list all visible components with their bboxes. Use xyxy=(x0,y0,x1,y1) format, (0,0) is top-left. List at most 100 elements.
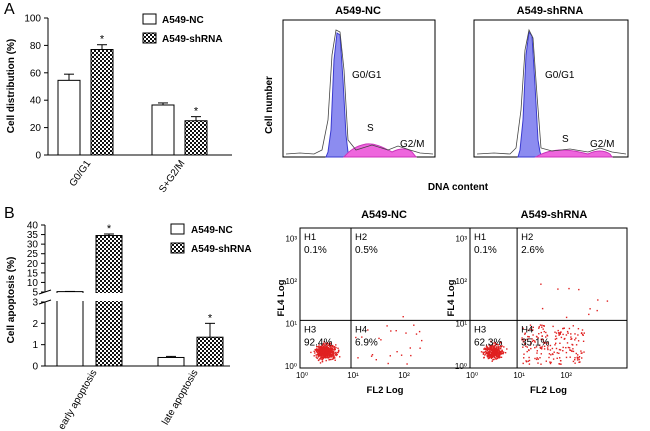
event-dot xyxy=(492,348,495,351)
event-dot xyxy=(498,350,501,353)
event-dot xyxy=(549,361,551,363)
event-dot xyxy=(576,356,578,358)
event-dot xyxy=(567,346,570,349)
event-dot xyxy=(324,352,326,354)
significance-marker: * xyxy=(194,106,199,118)
event-dot xyxy=(319,357,322,359)
event-dot xyxy=(488,344,490,346)
quadrant-name-h2: H2 xyxy=(521,232,533,243)
event-dot xyxy=(324,356,326,359)
event-dot xyxy=(559,332,561,334)
event-dot xyxy=(489,347,491,349)
event-dot xyxy=(499,355,501,357)
event-dot xyxy=(581,357,583,359)
event-dot xyxy=(386,325,388,327)
quadrant-name-h3: H3 xyxy=(474,324,486,335)
event-dot xyxy=(493,356,495,359)
hist-frame-nc xyxy=(282,19,436,158)
event-dot xyxy=(500,348,502,350)
event-dot xyxy=(316,350,318,352)
event-dot xyxy=(576,357,579,359)
event-dot xyxy=(535,346,538,348)
event-dot xyxy=(597,299,599,301)
event-dot xyxy=(526,346,528,348)
quadrant-pct-h4: 35.1% xyxy=(521,337,549,348)
event-dot xyxy=(323,350,326,353)
event-dot xyxy=(565,351,568,354)
event-dot xyxy=(318,349,320,352)
panel-label-b: B xyxy=(4,205,15,222)
peak-label-s-shrna: S xyxy=(562,134,569,145)
quadrant-pct-h1: 0.1% xyxy=(304,245,327,256)
event-dot xyxy=(313,355,315,357)
event-dot xyxy=(335,344,337,346)
event-dot xyxy=(528,363,531,365)
event-dot xyxy=(487,355,489,357)
event-dot xyxy=(541,346,543,348)
event-dot xyxy=(331,358,334,360)
event-dot xyxy=(327,354,329,356)
event-dot xyxy=(528,336,530,338)
event-dot xyxy=(503,346,505,348)
event-dot xyxy=(571,338,573,340)
event-dot xyxy=(492,355,494,358)
event-dot xyxy=(334,359,336,361)
event-dot xyxy=(326,346,328,348)
event-dot xyxy=(488,352,490,354)
event-dot xyxy=(419,347,421,349)
event-dot xyxy=(323,353,325,355)
event-dot xyxy=(495,346,498,348)
event-dot xyxy=(316,351,318,354)
event-dot xyxy=(335,346,337,349)
event-dot xyxy=(488,354,490,356)
event-dot xyxy=(328,342,330,345)
event-dot xyxy=(560,363,562,365)
event-dot xyxy=(319,349,321,351)
y-axis-label: FL4 Log xyxy=(276,279,287,316)
event-dot xyxy=(574,333,576,335)
event-dot xyxy=(559,333,561,335)
event-dot xyxy=(539,344,541,346)
peak-label-g0g1-shrna: G0/G1 xyxy=(545,70,575,81)
event-dot xyxy=(326,347,328,349)
event-dot xyxy=(541,338,544,341)
bar-break-gap xyxy=(56,293,84,301)
event-dot xyxy=(539,357,541,359)
peak-label-g0g1-nc: G0/G1 xyxy=(352,70,382,81)
y-tick-label: 5 xyxy=(32,288,38,299)
event-dot xyxy=(499,356,501,359)
event-dot xyxy=(537,337,539,339)
event-dot xyxy=(330,348,332,350)
event-dot xyxy=(521,337,523,339)
event-dot xyxy=(547,348,549,351)
event-dot xyxy=(486,352,488,355)
event-dot xyxy=(332,348,334,351)
event-dot xyxy=(494,345,496,347)
event-dot xyxy=(499,346,501,348)
event-dot xyxy=(405,332,407,334)
event-dot xyxy=(326,356,329,358)
event-dot xyxy=(329,342,332,344)
y-tick-label: 10¹ xyxy=(455,320,467,329)
event-dot xyxy=(493,355,495,358)
legend-label-shrna: A549-shRNA xyxy=(191,244,252,255)
event-dot xyxy=(495,350,498,352)
event-dot xyxy=(525,360,527,362)
x-tick-label: 10⁰ xyxy=(296,371,308,380)
event-dot xyxy=(487,346,489,349)
event-dot xyxy=(331,354,333,356)
event-dot xyxy=(582,340,585,342)
event-dot xyxy=(486,349,488,351)
legend-swatch-shrna xyxy=(170,242,185,254)
event-dot xyxy=(527,329,530,331)
event-dot xyxy=(400,354,403,356)
event-dot xyxy=(568,327,571,330)
event-dot xyxy=(536,357,538,359)
event-dot xyxy=(557,288,559,290)
event-dot xyxy=(410,354,412,357)
bar-a549-nc-1 xyxy=(157,356,185,367)
event-dot xyxy=(530,347,532,350)
event-dot xyxy=(489,348,491,351)
event-dot xyxy=(493,349,495,352)
